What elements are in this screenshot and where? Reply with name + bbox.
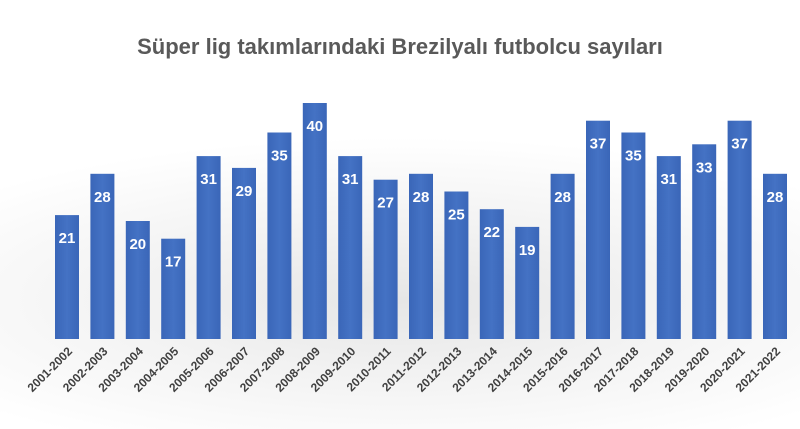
data-label: 33 [696, 159, 713, 176]
bar-2020-2021 [727, 120, 752, 339]
bar-2008-2009 [302, 103, 327, 339]
data-label: 28 [94, 189, 111, 206]
bar-2001-2002 [55, 215, 79, 339]
bar-2005-2006 [196, 156, 221, 339]
chart-title: Süper lig takımlarındaki Brezilyalı futb… [137, 34, 663, 59]
data-label: 37 [590, 136, 607, 153]
data-label: 31 [200, 171, 217, 188]
data-label: 31 [342, 171, 359, 188]
bar-2007-2008 [267, 132, 292, 339]
bar-2014-2015 [515, 226, 540, 339]
data-label: 29 [236, 183, 253, 200]
bar-2011-2012 [409, 173, 433, 339]
bar-2015-2016 [550, 173, 575, 339]
data-label: 22 [483, 224, 500, 241]
bar-2002-2003 [90, 173, 115, 339]
data-label: 19 [519, 242, 536, 259]
bar-2018-2019 [656, 156, 681, 339]
bar-2012-2013 [444, 191, 469, 339]
bar-2010-2011 [373, 179, 398, 339]
data-label: 17 [165, 254, 182, 271]
bar-2009-2010 [338, 156, 363, 339]
data-label: 28 [413, 189, 430, 206]
bar-2016-2017 [586, 120, 610, 339]
bar-2021-2022 [763, 173, 787, 339]
data-label: 21 [59, 230, 76, 247]
bar-2004-2005 [161, 238, 186, 339]
data-label: 25 [448, 207, 465, 224]
bar-2019-2020 [692, 144, 717, 339]
data-label: 40 [306, 118, 323, 135]
bar-2006-2007 [232, 167, 256, 339]
data-label: 27 [377, 195, 394, 212]
data-label: 28 [767, 189, 784, 206]
data-label: 35 [625, 148, 642, 165]
bar-2003-2004 [125, 221, 150, 339]
data-label: 37 [731, 136, 748, 153]
data-label: 31 [660, 171, 677, 188]
data-label: 20 [129, 236, 146, 253]
bar-2013-2014 [479, 209, 504, 339]
data-label: 35 [271, 148, 288, 165]
bar-2017-2018 [621, 132, 646, 339]
data-label: 28 [554, 189, 571, 206]
